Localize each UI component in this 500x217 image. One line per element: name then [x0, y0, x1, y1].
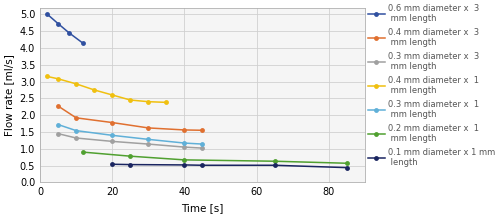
0.1 mm diameter x 1 mm
 length — [200, 164, 205, 167]
0.4 mm diameter x  3
 mm length — [55, 105, 61, 107]
Line: 0.4 mm diameter x  1
 mm length: 0.4 mm diameter x 1 mm length — [45, 74, 169, 105]
0.1 mm diameter x 1 mm
 length — [344, 166, 349, 169]
Line: 0.6 mm diameter x  3
 mm length: 0.6 mm diameter x 3 mm length — [45, 12, 86, 46]
0.6 mm diameter x  3
 mm length — [66, 31, 72, 34]
0.4 mm diameter x  1
 mm length — [55, 77, 61, 80]
0.3 mm diameter x  3
 mm length — [55, 132, 61, 135]
0.6 mm diameter x  3
 mm length — [80, 42, 86, 45]
0.3 mm diameter x  3
 mm length — [109, 140, 115, 143]
0.4 mm diameter x  1
 mm length — [128, 99, 134, 101]
0.2 mm diameter x  1
 mm length — [182, 159, 188, 161]
0.3 mm diameter x  1
 mm length — [73, 129, 79, 132]
0.3 mm diameter x  1
 mm length — [109, 134, 115, 137]
0.1 mm diameter x 1 mm
 length — [109, 163, 115, 166]
0.4 mm diameter x  1
 mm length — [109, 94, 115, 96]
0.3 mm diameter x  3
 mm length — [182, 146, 188, 148]
0.4 mm diameter x  3
 mm length — [200, 129, 205, 132]
0.3 mm diameter x  3
 mm length — [73, 137, 79, 139]
Legend: 0.6 mm diameter x  3
 mm length, 0.4 mm diameter x  3
 mm length, 0.3 mm diamete: 0.6 mm diameter x 3 mm length, 0.4 mm di… — [368, 4, 495, 167]
0.6 mm diameter x  3
 mm length — [44, 13, 51, 16]
0.6 mm diameter x  3
 mm length — [55, 22, 61, 25]
0.4 mm diameter x  3
 mm length — [73, 117, 79, 119]
0.4 mm diameter x  1
 mm length — [91, 89, 97, 91]
0.4 mm diameter x  3
 mm length — [146, 127, 152, 129]
0.4 mm diameter x  1
 mm length — [164, 101, 170, 104]
0.4 mm diameter x  1
 mm length — [146, 100, 152, 103]
X-axis label: Time [s]: Time [s] — [181, 203, 224, 213]
0.3 mm diameter x  3
 mm length — [200, 147, 205, 150]
Line: 0.1 mm diameter x 1 mm
 length: 0.1 mm diameter x 1 mm length — [110, 162, 349, 170]
Line: 0.3 mm diameter x  3
 mm length: 0.3 mm diameter x 3 mm length — [56, 131, 205, 151]
0.4 mm diameter x  1
 mm length — [73, 82, 79, 85]
0.4 mm diameter x  3
 mm length — [182, 129, 188, 131]
0.2 mm diameter x  1
 mm length — [344, 162, 349, 164]
Y-axis label: Flow rate [ml/s]: Flow rate [ml/s] — [4, 54, 14, 136]
0.2 mm diameter x  1
 mm length — [80, 151, 86, 153]
0.2 mm diameter x  1
 mm length — [272, 160, 278, 163]
0.4 mm diameter x  3
 mm length — [109, 121, 115, 124]
0.1 mm diameter x 1 mm
 length — [182, 164, 188, 166]
0.3 mm diameter x  1
 mm length — [146, 138, 152, 141]
0.3 mm diameter x  1
 mm length — [55, 123, 61, 126]
0.4 mm diameter x  1
 mm length — [44, 75, 51, 78]
Line: 0.3 mm diameter x  1
 mm length: 0.3 mm diameter x 1 mm length — [56, 122, 205, 146]
Line: 0.2 mm diameter x  1
 mm length: 0.2 mm diameter x 1 mm length — [81, 150, 349, 166]
Line: 0.4 mm diameter x  3
 mm length: 0.4 mm diameter x 3 mm length — [56, 104, 205, 133]
0.2 mm diameter x  1
 mm length — [128, 155, 134, 158]
0.1 mm diameter x 1 mm
 length — [128, 163, 134, 166]
0.3 mm diameter x  1
 mm length — [182, 142, 188, 144]
0.1 mm diameter x 1 mm
 length — [272, 164, 278, 167]
0.3 mm diameter x  1
 mm length — [200, 143, 205, 145]
0.3 mm diameter x  3
 mm length — [146, 143, 152, 145]
